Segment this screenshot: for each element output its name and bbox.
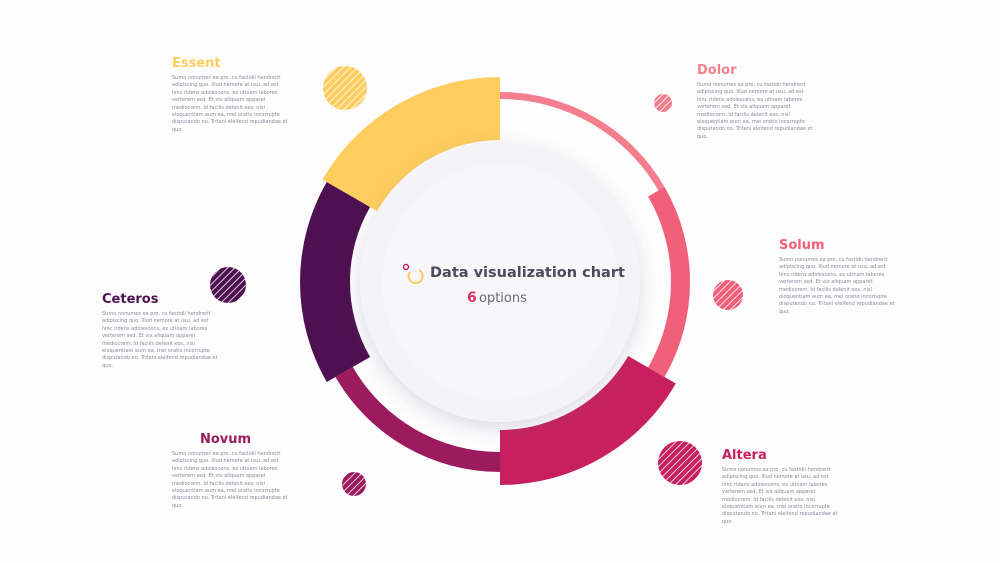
segment-label: Solum	[779, 238, 825, 253]
segment-text: Sumo nonumes ea pro, cu fastidii hendrer…	[172, 75, 288, 133]
segment	[300, 182, 371, 382]
segment	[322, 77, 500, 211]
center-count: 6	[467, 290, 477, 306]
decor-circle	[210, 267, 246, 303]
segment-text: Sumo nonumes ea pro, cu fastidii hendrer…	[102, 311, 218, 369]
segment-text: Sumo nonumes ea pro, cu fastidii hendrer…	[722, 467, 838, 525]
segment	[335, 367, 500, 472]
segment-label: Dolor	[697, 63, 737, 78]
segment-label: Ceteros	[102, 292, 159, 307]
decor-circle	[713, 280, 743, 310]
center-inner	[382, 164, 618, 400]
segment	[500, 92, 665, 191]
center-subtitle: options	[479, 291, 527, 306]
segment-label: Altera	[722, 448, 767, 463]
segment-text: Sumo nonumes ea pro, cu fastidii hendrer…	[697, 82, 813, 140]
decor-circle	[654, 94, 672, 112]
decor-circle	[342, 472, 366, 496]
segment-text: Sumo nonumes ea pro, cu fastidii hendrer…	[172, 451, 288, 509]
segment-label: Novum	[200, 432, 252, 447]
decor-circle	[658, 441, 702, 485]
decor-circle	[323, 66, 367, 110]
segment-text: Sumo nonumes ea pro, cu fastidii hendrer…	[779, 257, 895, 315]
icon	[407, 269, 424, 285]
segment	[648, 187, 690, 377]
center-title: Data visualization chart	[430, 265, 625, 281]
icon	[402, 263, 410, 271]
segment	[500, 356, 676, 485]
segment-label: Essent	[172, 56, 221, 71]
